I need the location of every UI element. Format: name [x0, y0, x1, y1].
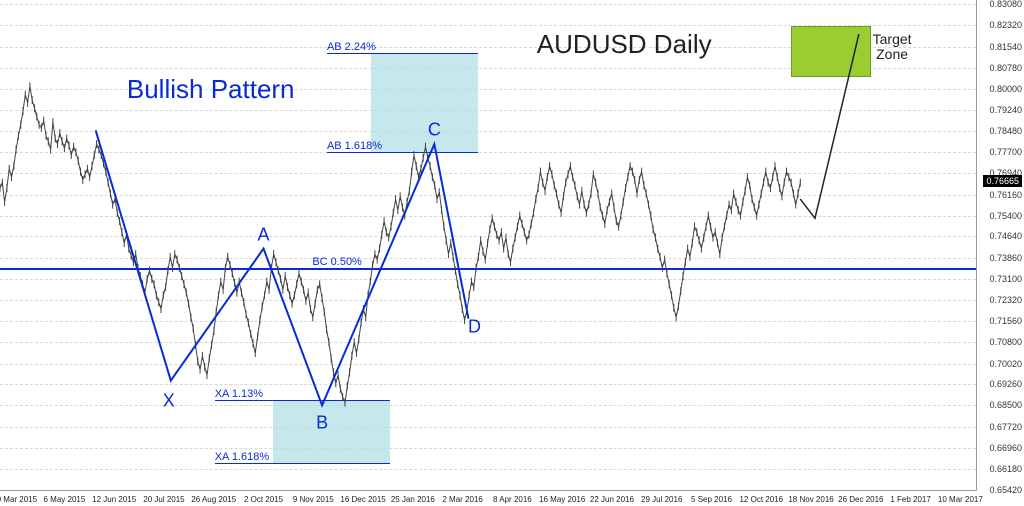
pattern-point-C: C	[428, 120, 441, 141]
x-tick-label: 5 Sep 2016	[691, 495, 732, 504]
x-axis: 30 Mar 2015 6 May 2015 12 Jun 2015 20 Jul 2…	[0, 490, 976, 506]
fib-label: XA 1.618%	[215, 451, 269, 463]
chart-container: TargetZone AUDUSD Daily Bullish Pattern …	[0, 0, 1024, 506]
pattern-point-D: D	[468, 316, 481, 337]
pattern-point-A: A	[258, 224, 270, 245]
fib-label: AB 2.24%	[327, 41, 376, 53]
x-tick-label: 16 Dec 2015	[340, 495, 385, 504]
y-tick-label: 0.81540	[989, 42, 1022, 52]
x-tick-label: 9 Nov 2015	[293, 495, 334, 504]
x-tick-label: 12 Jun 2015	[92, 495, 136, 504]
fib-label: AB 1.618%	[327, 140, 382, 152]
horizontal-level-line	[0, 268, 976, 270]
y-tick-label: 0.66960	[989, 443, 1022, 453]
pattern-title: Bullish Pattern	[127, 74, 295, 105]
x-tick-label: 25 Jan 2016	[391, 495, 435, 504]
xa-zone	[273, 400, 390, 463]
y-tick-label: 0.68500	[989, 400, 1022, 410]
pattern-point-X: X	[163, 390, 175, 411]
y-tick-label: 0.73100	[989, 274, 1022, 284]
x-tick-label: 8 Apr 2016	[493, 495, 532, 504]
y-tick-label: 0.65420	[989, 485, 1022, 495]
y-tick-label: 0.82320	[989, 20, 1022, 30]
y-tick-label: 0.70800	[989, 337, 1022, 347]
y-tick-label: 0.69260	[989, 379, 1022, 389]
last-price-tag: 0.76665	[983, 175, 1022, 187]
ab-zone	[371, 53, 478, 152]
pattern-point-B: B	[316, 413, 328, 434]
y-tick-label: 0.78480	[989, 126, 1022, 136]
y-tick-label: 0.74640	[989, 231, 1022, 241]
x-tick-label: 6 May 2015	[44, 495, 86, 504]
y-tick-label: 0.73860	[989, 253, 1022, 263]
y-tick-label: 0.79240	[989, 105, 1022, 115]
x-tick-label: 10 Mar 2017	[938, 495, 983, 504]
y-tick-label: 0.80780	[989, 63, 1022, 73]
x-tick-label: 2 Mar 2016	[442, 495, 482, 504]
y-tick-label: 0.66180	[989, 464, 1022, 474]
x-tick-label: 12 Oct 2016	[739, 495, 783, 504]
y-tick-label: 0.83080	[989, 0, 1022, 9]
bc-label: BC 0.50%	[312, 256, 362, 268]
y-tick-label: 0.70020	[989, 359, 1022, 369]
x-tick-label: 1 Feb 2017	[890, 495, 930, 504]
y-tick-label: 0.67720	[989, 422, 1022, 432]
target-zone-box	[791, 26, 871, 77]
plot-area[interactable]: TargetZone AUDUSD Daily Bullish Pattern …	[0, 0, 977, 491]
y-tick-label: 0.76160	[989, 190, 1022, 200]
y-tick-label: 0.72320	[989, 295, 1022, 305]
x-tick-label: 29 Jul 2016	[641, 495, 682, 504]
y-tick-label: 0.71560	[989, 316, 1022, 326]
target-zone-label: TargetZone	[873, 32, 912, 63]
x-tick-label: 16 May 2016	[539, 495, 585, 504]
chart-title: AUDUSD Daily	[537, 29, 712, 60]
y-tick-label: 0.75400	[989, 211, 1022, 221]
x-tick-label: 20 Jul 2015	[143, 495, 184, 504]
x-tick-label: 2 Oct 2015	[244, 495, 283, 504]
x-tick-label: 22 Jun 2016	[590, 495, 634, 504]
y-tick-label: 0.80000	[989, 84, 1022, 94]
x-tick-label: 26 Dec 2016	[838, 495, 883, 504]
y-axis: 0.83080 0.82320 0.81540 0.80780 0.80000 0.792…	[978, 0, 1024, 490]
fib-label: XA 1.13%	[215, 388, 263, 400]
y-tick-label: 0.77700	[989, 147, 1022, 157]
x-tick-label: 26 Aug 2015	[191, 495, 236, 504]
x-tick-label: 18 Nov 2016	[788, 495, 833, 504]
x-tick-label: 30 Mar 2015	[0, 495, 37, 504]
